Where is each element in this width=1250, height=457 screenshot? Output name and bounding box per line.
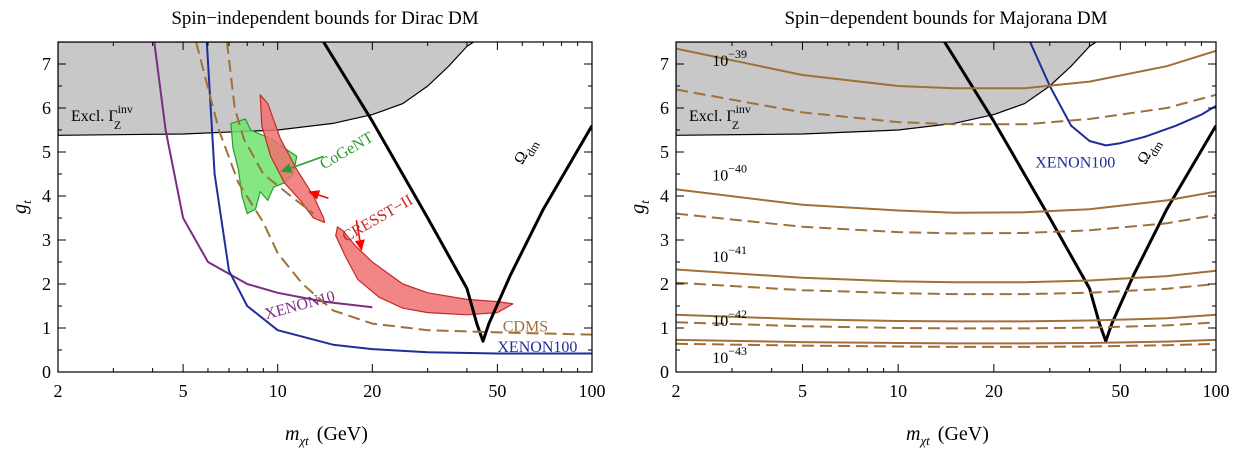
- y-tick-label: 5: [42, 142, 51, 162]
- plot-area: [58, 42, 592, 355]
- y-tick-label: 4: [42, 186, 51, 206]
- region-2: [335, 226, 514, 316]
- x-tick-label: 5: [798, 381, 807, 401]
- x-tick-label: 50: [1111, 381, 1129, 401]
- arrow-shaft-1: [318, 194, 329, 199]
- panel-right: Excl. Γinv Z10−3910−4010−4110−4210−43XENO…: [627, 8, 1230, 448]
- annotation-1: 10−40: [712, 162, 747, 185]
- y-tick-label: 0: [660, 362, 669, 382]
- arrow-head-1: [308, 190, 321, 200]
- x-tick-label: 100: [579, 381, 606, 401]
- x-tick-label: 100: [1203, 381, 1230, 401]
- x-axis-label: mχt (GeV): [285, 423, 368, 448]
- annotation-2: 10−41: [712, 243, 747, 266]
- y-axis-label: gt: [9, 200, 34, 214]
- y-tick-label: 5: [660, 142, 669, 162]
- x-tick-label: 10: [269, 381, 287, 401]
- x-tick-label: 2: [54, 381, 63, 401]
- series-line-0: [943, 42, 1216, 343]
- series-line-4: [226, 42, 315, 215]
- x-tick-label: 2: [672, 381, 681, 401]
- arrow-shaft-2: [355, 220, 361, 241]
- x-axis-label: mχt (GeV): [906, 423, 989, 448]
- panel-left: Excl. Γinv ZCoGeNTCRESST−IIXENON10CDMSXEN…: [9, 8, 606, 448]
- series-line-8: [676, 313, 1216, 323]
- series-line-1: [153, 42, 373, 309]
- x-tick-label: 5: [179, 381, 188, 401]
- x-tick-label: 20: [363, 381, 381, 401]
- y-tick-label: 3: [660, 230, 669, 250]
- plot-area: [676, 42, 1216, 348]
- series-line-2: [205, 42, 592, 355]
- chart-title: Spin−independent bounds for Dirac DM: [171, 8, 478, 29]
- annotation-5: Ωdm: [511, 135, 543, 170]
- arrow-shaft-0: [290, 155, 324, 169]
- excluded-region: [58, 42, 475, 136]
- x-tick-label: 50: [488, 381, 506, 401]
- plot-frame: [675, 41, 1217, 373]
- annotation-4: 10−43: [712, 344, 747, 367]
- region-1: [259, 94, 326, 223]
- region-0: [230, 118, 298, 215]
- series-line-11: [676, 342, 1216, 348]
- x-tick-label: 10: [889, 381, 907, 401]
- x-tick-label: 20: [985, 381, 1003, 401]
- annotation-0: CoGeNT: [317, 129, 376, 173]
- plot-frame: [57, 41, 593, 373]
- series-line-3: [195, 42, 592, 336]
- series-line-3: [676, 88, 1216, 126]
- series-line-2: [676, 47, 1216, 90]
- annotation-3: 10−42: [712, 307, 747, 330]
- chart-title: Spin−dependent bounds for Majorana DM: [784, 8, 1107, 29]
- arrow-head-2: [354, 239, 365, 251]
- y-tick-label: 1: [660, 318, 669, 338]
- annotation-2: XENON10: [263, 288, 337, 323]
- annotation-4: XENON100: [497, 339, 577, 356]
- y-tick-label: 2: [660, 274, 669, 294]
- annotation-6: Ωdm: [1134, 135, 1166, 170]
- series-line-10: [676, 338, 1216, 345]
- arrow-head-0: [280, 163, 293, 173]
- series-line-4: [676, 188, 1216, 214]
- y-tick-label: 7: [660, 54, 669, 74]
- series-line-9: [676, 321, 1216, 330]
- y-tick-label: 7: [42, 54, 51, 74]
- annotation-5: XENON100: [1035, 154, 1115, 171]
- series-line-1: [1029, 42, 1216, 147]
- annotation-1: CRESST−II: [340, 192, 416, 246]
- y-tick-label: 1: [42, 318, 51, 338]
- series-line-7: [676, 281, 1216, 296]
- y-tick-label: 2: [42, 274, 51, 294]
- y-tick-label: 4: [660, 186, 669, 206]
- y-tick-label: 0: [42, 362, 51, 382]
- series-line-6: [676, 268, 1216, 284]
- y-tick-label: 6: [660, 98, 669, 118]
- series-line-5: [676, 212, 1216, 235]
- annotation-3: CDMS: [503, 319, 548, 336]
- y-axis-label: gt: [627, 200, 652, 214]
- excluded-region: [676, 42, 1098, 136]
- y-tick-label: 6: [42, 98, 51, 118]
- y-tick-label: 3: [42, 230, 51, 250]
